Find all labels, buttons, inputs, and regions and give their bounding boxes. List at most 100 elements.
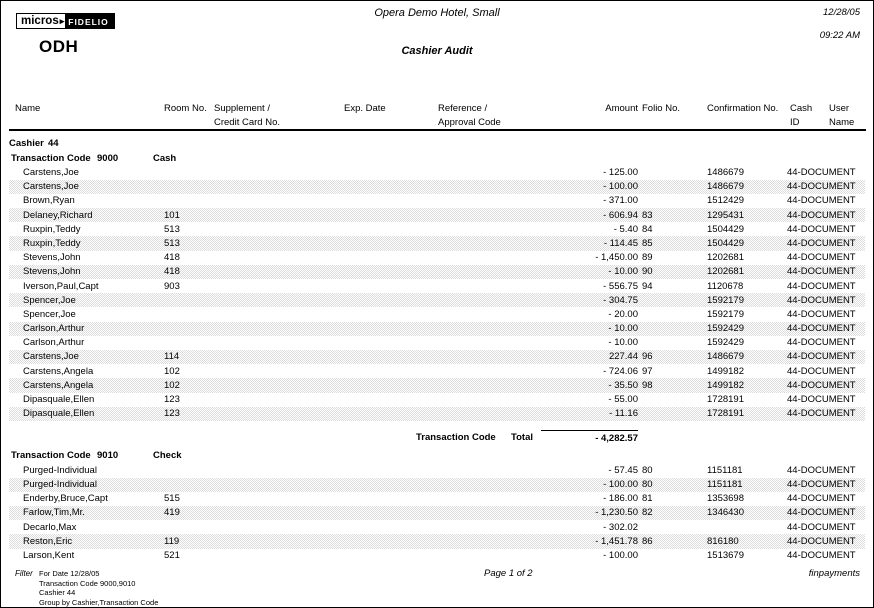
guest-name-cell: Enderby,Bruce,Capt	[23, 493, 108, 505]
column-header-cash: Cash	[790, 103, 813, 114]
micros-fidelio-logo: micros ▸ FIDELIO	[16, 13, 115, 29]
room-no-cell: 419	[164, 507, 180, 519]
logo-arrow-icon: ▸	[59, 15, 65, 26]
column-header-exp-date: Exp. Date	[344, 103, 386, 114]
confirmation-no-cell: 1728191	[707, 394, 744, 405]
cash-id-user-cell: 44-DOCUMENT	[787, 521, 856, 533]
table-row: Decarlo,Max - 302.02 44-DOCUMENT	[9, 520, 865, 534]
room-no-cell: 418	[164, 252, 180, 264]
cash-id-user-cell: 44-DOCUMENT	[787, 181, 856, 193]
cash-id-user-cell: 44-DOCUMENT	[787, 351, 856, 363]
column-header-user-name: Name	[829, 116, 855, 128]
transaction-code-label: Transaction Code	[11, 450, 91, 462]
amount-cell: - 1,450.00	[595, 252, 638, 264]
report-time: 09:22 AM	[819, 30, 860, 41]
column-header-confirmation-no: Confirmation No.	[707, 103, 779, 114]
amount-cell: - 100.00	[603, 550, 638, 561]
table-row: Carstens,Joe - 100.00 1486679 44-DOCUMENT	[9, 179, 865, 194]
amount-cell: - 10.00	[608, 323, 638, 335]
guest-name-cell: Brown,Ryan	[23, 195, 75, 207]
column-header-name: Name	[15, 103, 41, 114]
transaction-rows-9000: Carstens,Joe - 125.00 1486679 44-DOCUMENT Ca…	[1, 166, 873, 421]
cash-id-user-cell: 44-DOCUMENT	[787, 294, 856, 306]
folio-no-cell: 94	[642, 280, 653, 292]
cashier-number: 44	[48, 138, 59, 149]
guest-name-cell: Ruxpin,Teddy	[23, 223, 81, 235]
folio-no-cell: 97	[642, 365, 653, 377]
guest-name-cell: Purged-Individual	[23, 464, 97, 476]
amount-cell: - 35.50	[608, 379, 638, 391]
folio-no-cell: 98	[642, 379, 653, 391]
confirmation-no-cell: 1499182	[707, 365, 744, 377]
guest-name-cell: Carlson,Arthur	[23, 337, 85, 349]
cash-id-user-cell: 44-DOCUMENT	[787, 464, 856, 476]
table-row: Stevens,John 418 - 10.00 90 1202681 44-DOCUME…	[9, 264, 865, 279]
confirmation-no-cell: 1295431	[707, 209, 744, 221]
folio-no-cell: 86	[642, 535, 653, 547]
cash-id-user-cell: 44-DOCUMENT	[787, 507, 856, 519]
confirmation-no-cell: 1151181	[707, 464, 743, 476]
amount-cell: - 10.00	[608, 266, 638, 278]
folio-no-cell: 84	[642, 223, 653, 235]
logo-fidelio-text: FIDELIO	[65, 14, 114, 28]
folio-no-cell: 90	[642, 266, 653, 278]
guest-name-cell: Ruxpin,Teddy	[23, 237, 81, 249]
cashier-group-header: Cashier 44	[1, 137, 873, 151]
transaction-section-9000: Transaction Code 9000 Cash Carstens,Joe -…	[1, 151, 873, 449]
transaction-code-value: 9000	[97, 152, 119, 164]
folio-no-cell: 85	[642, 237, 653, 249]
guest-name-cell: Carlson,Arthur	[23, 323, 85, 335]
confirmation-no-cell: 1592429	[707, 323, 744, 335]
property-code: ODH	[39, 37, 79, 56]
confirmation-no-cell: 1346430	[707, 507, 744, 519]
guest-name-cell: Carstens,Joe	[23, 167, 79, 178]
cash-id-user-cell: 44-DOCUMENT	[787, 252, 856, 264]
guest-name-cell: Carstens,Angela	[23, 379, 94, 391]
confirmation-no-cell: 1486679	[707, 351, 744, 363]
transaction-code-header: Transaction Code 9000 Cash	[1, 151, 873, 166]
transaction-code-label: Transaction Code	[11, 152, 91, 164]
confirmation-no-cell: 1486679	[707, 181, 744, 193]
confirmation-no-cell: 1504429	[707, 237, 744, 249]
amount-cell: - 114.45	[603, 237, 638, 249]
cash-id-user-cell: 44-DOCUMENT	[787, 308, 856, 320]
folio-no-cell: 89	[642, 252, 653, 264]
confirmation-no-cell: 1592179	[707, 308, 744, 320]
amount-cell: - 100.00	[603, 479, 638, 491]
header-divider	[9, 129, 866, 131]
column-header-credit-card-no: Credit Card No.	[214, 116, 280, 128]
transaction-section-9010: Transaction Code 9010 Check Purged-Indiv…	[1, 449, 873, 563]
total-row-label: Transaction Code	[416, 431, 496, 443]
cash-id-user-cell: 44-DOCUMENT	[787, 195, 856, 207]
room-no-cell: 123	[164, 408, 180, 420]
amount-cell: 227.44	[608, 351, 638, 363]
guest-name-cell: Dipasquale,Ellen	[23, 408, 95, 420]
cashier-label: Cashier	[9, 138, 44, 149]
column-header-amount: Amount	[605, 103, 638, 114]
confirmation-no-cell: 1592179	[707, 294, 744, 306]
filter-criteria: For Date 12/28/05 Transaction Code 9000,…	[39, 569, 158, 607]
report-file-name: finpayments	[808, 568, 860, 579]
table-row: Carlson,Arthur - 10.00 1592429 44-DOCUMENT	[9, 336, 865, 350]
amount-cell: - 371.00	[603, 195, 638, 207]
guest-name-cell: Carstens,Joe	[23, 181, 79, 193]
table-row: Purged-Individual - 57.45 80 1151181 44-DOCU…	[9, 463, 865, 477]
filter-line: Transaction Code 9000,9010	[39, 578, 136, 588]
filter-line: For Date 12/28/05	[39, 569, 100, 578]
total-amount: - 4,282.57	[541, 429, 638, 444]
cash-id-user-cell: 44-DOCUMENT	[787, 365, 856, 377]
table-row: Carstens,Angela 102 - 724.06 97 1499182 44-DO…	[9, 364, 865, 378]
table-row: Carstens,Joe - 125.00 1486679 44-DOCUMENT	[9, 166, 865, 180]
confirmation-no-cell: 1592429	[707, 337, 744, 349]
total-label: Total	[511, 431, 533, 443]
guest-name-cell: Decarlo,Max	[23, 521, 77, 533]
confirmation-no-cell: 1486679	[707, 167, 744, 178]
guest-name-cell: Reston,Eric	[23, 535, 73, 547]
column-header-user: User	[829, 103, 850, 114]
table-row: Carlson,Arthur - 10.00 1592429 44-DOCUMENT	[9, 321, 865, 336]
table-row: Iverson,Paul,Capt 903 - 556.75 94 1120678 44-…	[9, 279, 865, 293]
guest-name-cell: Stevens,John	[23, 266, 81, 278]
table-row: Brown,Ryan - 371.00 1512429 44-DOCUMENT	[9, 194, 865, 208]
amount-cell: - 302.02	[603, 521, 638, 533]
cash-id-user-cell: 44-DOCUMENT	[787, 493, 856, 505]
